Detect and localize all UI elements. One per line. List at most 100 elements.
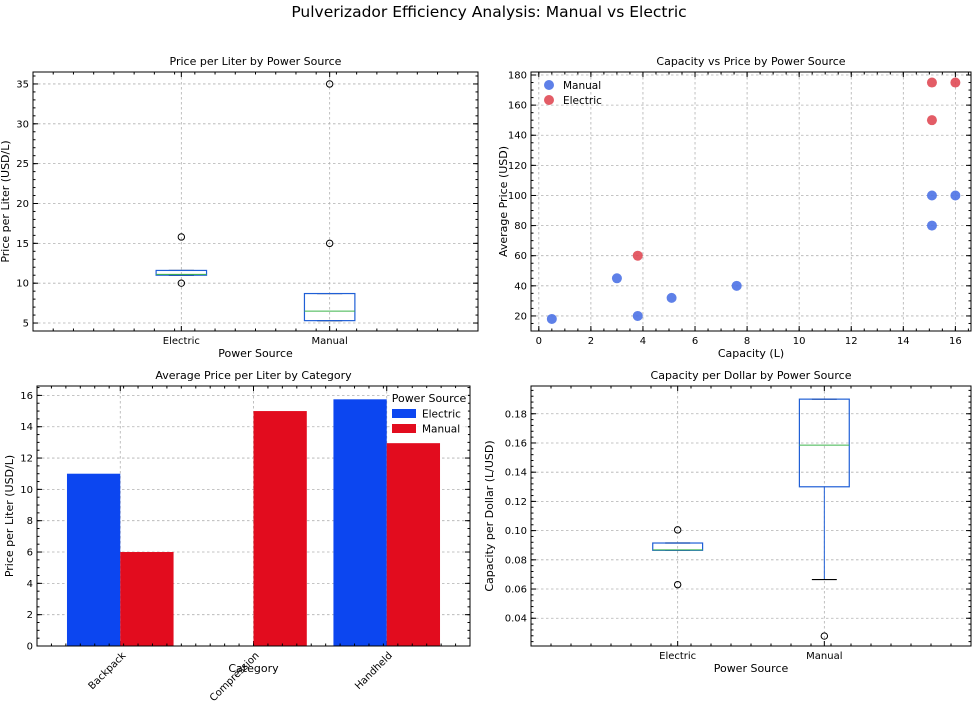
chart-capacity-vs-price-scatter: 20 40 60 80 100 120 140 160 180 0 2 4 6 8 10 12 14 16 Manu… — [497, 55, 972, 360]
x-tick-label: 0 — [536, 336, 542, 347]
scatter-point-electric — [950, 77, 961, 88]
box-manual — [798, 398, 850, 640]
x-tick-label-handheld: Handheld — [353, 650, 395, 692]
scatter-point-manual — [926, 220, 937, 231]
y-tick-label: 10 — [20, 485, 33, 496]
chart-title: Capacity vs Price by Power Source — [656, 55, 845, 68]
bar-electric-backpack — [66, 473, 121, 646]
y-tick-label: 14 — [20, 422, 33, 433]
series-electric — [66, 399, 387, 646]
y-tick-label: 12 — [20, 454, 33, 465]
y-tick-label: 4 — [27, 579, 33, 590]
series-manual — [120, 411, 441, 646]
scatter-point-manual — [926, 190, 937, 201]
outlier-point-manual — [325, 239, 334, 248]
y-tick-label: 2 — [27, 610, 33, 621]
legend: Manual Electric — [544, 80, 602, 107]
scatter-point-manual — [546, 313, 557, 324]
scatter-point-electric — [926, 115, 937, 126]
box-electric — [652, 526, 704, 589]
y-tick-label: 0.18 — [505, 409, 527, 420]
outlier-point-manual — [325, 80, 334, 88]
chart-title: Capacity per Dollar by Power Source — [651, 369, 852, 382]
y-tick-label: 20 — [16, 199, 29, 210]
series-manual — [546, 190, 961, 324]
legend-label-manual: Manual — [563, 80, 601, 92]
box-iqr-manual — [303, 292, 356, 322]
x-tick-label-electric: Electric — [163, 336, 200, 347]
y-tick-label: 15 — [16, 239, 29, 250]
plot-frame — [530, 385, 972, 647]
bar-manual-backpack — [120, 552, 174, 646]
scatter-point-manual — [950, 190, 961, 201]
y-axis-label: Price per Liter (USD/L) — [3, 455, 16, 577]
x-tick-label: 14 — [897, 336, 910, 347]
scatter-point-manual — [632, 310, 643, 321]
box-manual — [303, 80, 356, 322]
y-axis-label: Price per Liter (USD/L) — [0, 140, 12, 262]
y-tick-label: 0.16 — [505, 438, 527, 449]
x-tick-label-manual: Manual — [806, 651, 842, 662]
scatter-point-electric — [926, 77, 937, 88]
bar-manual-compression — [253, 411, 307, 646]
bar-manual-handheld — [386, 443, 441, 646]
y-tick-label: 30 — [16, 119, 29, 130]
x-axis-label: Category — [228, 662, 279, 675]
chart-price-per-liter-box: 5 10 15 20 25 30 35 Electric Manual Price per Lit… — [0, 55, 479, 360]
y-tick-label: 5 — [23, 319, 29, 330]
series-electric — [632, 77, 961, 261]
outlier-point-manual — [820, 632, 829, 640]
chart-title: Price per Liter by Power Source — [170, 55, 342, 68]
y-tick-label: 0.10 — [505, 526, 527, 537]
y-tick-label: 6 — [27, 548, 33, 559]
box-iqr-manual — [798, 398, 850, 488]
plot-frame — [530, 71, 972, 332]
x-tick-label-electric: Electric — [659, 651, 696, 662]
figure-suptitle: Pulverizador Efficiency Analysis: Manual… — [291, 3, 686, 21]
y-tick-label: 100 — [508, 191, 527, 202]
x-tick-label-compression: Compression — [208, 650, 262, 704]
x-axis-label: Capacity (L) — [718, 347, 784, 360]
y-tick-label: 80 — [514, 221, 527, 232]
x-tick-label: 6 — [692, 336, 698, 347]
y-tick-label: 0.08 — [505, 555, 527, 566]
x-tick-label: 10 — [793, 336, 806, 347]
chart-title: Average Price per Liter by Category — [155, 369, 352, 382]
x-tick-label-backpack: Backpack — [87, 650, 129, 692]
y-tick-label: 10 — [16, 279, 29, 290]
legend-swatch-manual — [392, 424, 416, 433]
y-tick-label: 160 — [508, 101, 527, 112]
y-tick-label: 40 — [514, 281, 527, 292]
legend-swatch-electric — [392, 409, 416, 418]
x-tick-label: 12 — [845, 336, 858, 347]
x-tick-label: 4 — [640, 336, 646, 347]
legend-marker-manual — [544, 80, 554, 90]
x-tick-label: 16 — [949, 336, 962, 347]
y-tick-label: 25 — [16, 159, 29, 170]
legend-label-electric: Electric — [422, 409, 461, 421]
chart-avg-price-by-category-bar: 0 2 4 6 8 10 12 14 16 Backpack Compression Handheld… — [3, 369, 471, 704]
legend-marker-electric — [544, 95, 554, 105]
y-tick-label: 180 — [508, 71, 527, 82]
bar-electric-handheld — [333, 399, 387, 646]
x-axis-label: Power Source — [218, 347, 293, 360]
outlier-point-electric — [177, 279, 186, 287]
y-tick-label: 60 — [514, 251, 527, 262]
plot-frame — [32, 71, 479, 332]
scatter-point-electric — [632, 250, 643, 261]
outlier-point-electric — [673, 526, 682, 534]
y-tick-label: 20 — [514, 311, 527, 322]
y-tick-label: 0.12 — [505, 497, 527, 508]
plot-frame — [36, 385, 471, 647]
x-tick-label-manual: Manual — [311, 336, 347, 347]
legend-label-electric: Electric — [563, 95, 602, 107]
y-tick-label: 0 — [27, 642, 33, 653]
y-tick-label: 16 — [20, 391, 33, 402]
y-tick-label: 35 — [16, 79, 29, 90]
scatter-point-manual — [666, 292, 677, 303]
legend-label-manual: Manual — [422, 424, 460, 436]
y-tick-label: 8 — [27, 516, 33, 527]
box-iqr-electric — [155, 269, 208, 276]
y-tick-label: 0.06 — [505, 585, 527, 596]
